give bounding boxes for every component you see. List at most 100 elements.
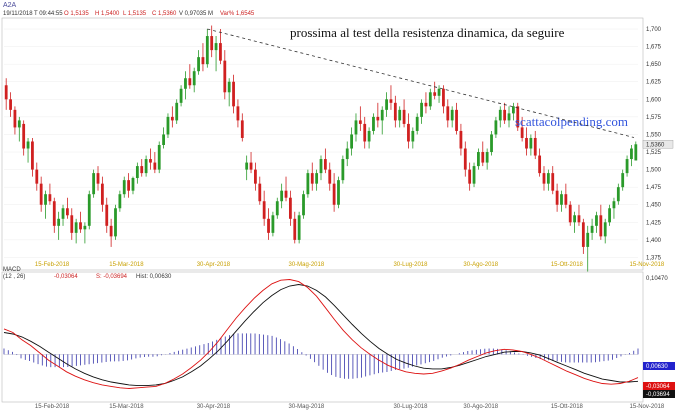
candle: [616, 183, 620, 205]
candle-body: [210, 36, 214, 51]
y-tick-label: 1,550: [646, 132, 662, 138]
macd-header: MACD (12 , 26) -0,03064 S: -0,03694 Hist…: [3, 267, 172, 280]
candle: [232, 74, 235, 114]
candle-body: [87, 194, 91, 226]
macd-x-tick-label: 15-Ott-2018: [551, 404, 584, 410]
candle: [433, 81, 437, 100]
candle: [219, 29, 222, 65]
candle: [223, 50, 227, 100]
candle-body: [214, 43, 218, 51]
candle: [83, 222, 87, 244]
candle: [424, 92, 428, 114]
candle: [271, 211, 275, 237]
candle: [573, 211, 576, 233]
candle: [275, 197, 279, 219]
candle-body: [131, 178, 135, 191]
macd-params: (12 , 26): [3, 274, 25, 280]
y-tick-label: 1,600: [646, 97, 662, 103]
candle-body: [332, 183, 336, 205]
candle-body: [586, 232, 590, 247]
candle: [197, 50, 200, 75]
candle-body: [616, 187, 620, 202]
candle-body: [262, 201, 266, 219]
candle: [507, 106, 511, 128]
candle-body: [411, 130, 415, 142]
price-gridlines: [4, 28, 638, 258]
candle: [166, 113, 170, 138]
candle-body: [39, 183, 43, 205]
candle-body: [26, 141, 30, 149]
candle-body: [284, 190, 288, 198]
candle: [175, 99, 179, 124]
candle-body: [35, 169, 39, 184]
candle: [140, 159, 144, 177]
candle: [634, 141, 638, 161]
candle-body: [442, 88, 445, 107]
candle-body: [66, 208, 69, 216]
candle: [319, 155, 323, 181]
candle-body: [236, 106, 240, 121]
candle: [590, 218, 594, 240]
candle-body: [507, 113, 511, 121]
candle: [280, 183, 284, 209]
candle: [315, 169, 319, 191]
candle: [297, 211, 301, 244]
y-tick-label: 1,675: [646, 45, 662, 51]
candle: [350, 127, 354, 156]
candle: [57, 211, 61, 240]
candle-body: [529, 137, 533, 149]
macd-value-badge-bg: [643, 382, 675, 390]
candle: [516, 102, 520, 131]
candle: [459, 123, 463, 156]
candle-body: [188, 78, 192, 86]
candle-body: [61, 208, 65, 219]
candle-body: [568, 204, 572, 223]
macd-x-tick-label: 30-Apr-2018: [197, 404, 231, 410]
candle-body: [223, 60, 227, 93]
candle-body: [520, 127, 524, 138]
candle-body: [389, 99, 393, 103]
last-price-label: 1,5360: [646, 142, 665, 148]
candle-body: [297, 215, 301, 240]
candle-body: [328, 169, 332, 184]
candle-body: [74, 222, 78, 233]
ticker-symbol: A2A: [3, 2, 17, 9]
macd-panel-frame: [1, 271, 644, 403]
candle-body: [446, 106, 450, 121]
candle-body: [459, 130, 463, 149]
candle: [245, 155, 249, 181]
candle: [442, 85, 445, 114]
candle-body: [337, 180, 340, 205]
candle-body: [376, 116, 380, 121]
candle: [612, 197, 616, 219]
candle-body: [485, 152, 489, 163]
header-row: 19/11/2018 T 09:44:55 O 1,5135 H 1,5400 …: [3, 11, 255, 17]
candle: [48, 183, 52, 205]
candle-body: [533, 137, 537, 156]
candle: [214, 36, 218, 72]
candle-body: [450, 109, 454, 121]
candle: [415, 113, 419, 135]
candle-body: [17, 120, 21, 128]
candle: [74, 218, 78, 244]
candle-body: [577, 215, 581, 223]
candle: [494, 116, 498, 138]
candle-body: [4, 85, 8, 100]
watermark: scattacolpending.com: [515, 114, 628, 129]
candle-body: [398, 109, 402, 121]
y-tick-label: 1,700: [646, 27, 662, 33]
candle: [192, 67, 196, 93]
candle-body: [402, 109, 406, 124]
candle-body: [57, 218, 61, 226]
candle-body: [293, 218, 297, 240]
candle: [293, 211, 297, 244]
last-price-marker: 1,5360: [642, 140, 674, 149]
macd-x-tick-label: 15-Mar-2018: [109, 404, 144, 410]
candle: [568, 201, 572, 226]
candle-body: [323, 159, 327, 170]
candle: [109, 218, 113, 247]
candle-body: [350, 134, 354, 149]
candle: [538, 148, 542, 177]
macd-hist-badge-bg: [643, 362, 675, 370]
candle: [463, 141, 467, 177]
